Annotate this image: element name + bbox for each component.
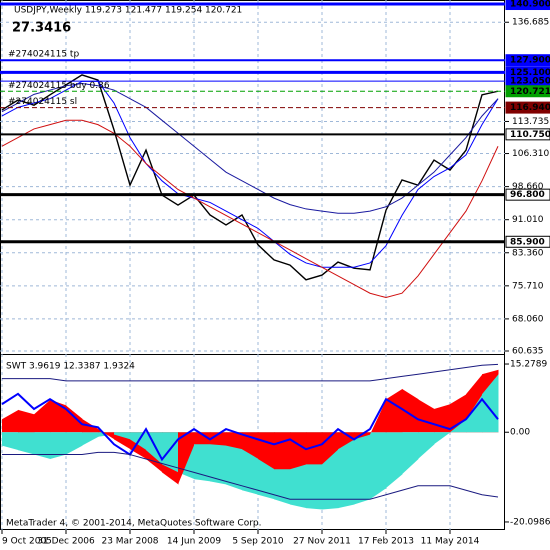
level-label: 96.800 bbox=[510, 190, 545, 200]
area-segment bbox=[450, 419, 467, 433]
y-tick-label: 75.710 bbox=[512, 281, 544, 291]
x-tick-label: 5 Sep 2010 bbox=[232, 537, 284, 547]
y-tick-label: 91.010 bbox=[512, 215, 544, 225]
area-segment bbox=[370, 399, 387, 435]
series-line bbox=[1, 119, 499, 299]
area-segment bbox=[194, 432, 211, 482]
copyright: MetaTrader 4, © 2001-2014, MetaQuotes So… bbox=[6, 519, 262, 529]
area-segment bbox=[418, 432, 435, 460]
y-tick-label: 98.660 bbox=[512, 182, 544, 192]
series-line bbox=[1, 83, 499, 214]
y-tick-label: 136.685 bbox=[512, 18, 549, 28]
area-segment bbox=[354, 432, 371, 505]
level-label: 85.900 bbox=[510, 237, 545, 247]
area-segment bbox=[114, 432, 131, 440]
area-segment bbox=[274, 432, 291, 470]
area-segment bbox=[2, 432, 19, 451]
level-box bbox=[505, 188, 550, 201]
y-tick-label: 60.635 bbox=[512, 346, 544, 356]
area-segment bbox=[18, 432, 35, 455]
area-segment bbox=[370, 432, 387, 500]
level-label: 140.900 bbox=[510, 0, 550, 10]
x-tick-label: 31 Dec 2006 bbox=[37, 537, 95, 547]
profit-label: 27.3416 bbox=[12, 21, 71, 36]
area-segment bbox=[34, 399, 51, 433]
level-label: 110.750 bbox=[510, 130, 550, 140]
indicator-line bbox=[2, 451, 499, 500]
level-label: 116.940 bbox=[510, 103, 550, 113]
y-tick-label: -20.0986 bbox=[510, 517, 550, 527]
y-tick-label: 83.360 bbox=[512, 248, 544, 258]
y-tick-label: 68.060 bbox=[512, 314, 544, 324]
area-segment bbox=[226, 432, 243, 450]
x-tick-label: 9 Oct 2005 bbox=[2, 537, 52, 547]
area-segment bbox=[386, 432, 403, 489]
area-segment bbox=[482, 374, 499, 433]
area-segment bbox=[306, 432, 323, 465]
area-segment bbox=[338, 432, 355, 509]
level-box bbox=[505, 85, 550, 98]
level-box bbox=[505, 101, 550, 114]
order-label: #274024115 sl bbox=[8, 97, 77, 107]
area-segment bbox=[386, 388, 403, 433]
level-box bbox=[505, 0, 550, 11]
level-box bbox=[505, 235, 550, 248]
area-segment bbox=[210, 432, 227, 485]
chart-title: USDJPY,Weekly 119.273 121.477 119.254 12… bbox=[14, 6, 242, 16]
area-segment bbox=[434, 432, 451, 445]
level-box bbox=[505, 128, 550, 141]
level-label: 127.900 bbox=[510, 56, 550, 66]
area-segment bbox=[194, 432, 211, 445]
level-label: 120.721 bbox=[510, 87, 550, 97]
area-segment bbox=[402, 388, 419, 433]
y-tick-label: 113.735 bbox=[512, 117, 549, 127]
area-segment bbox=[146, 432, 163, 465]
y-tick-label: 15.2789 bbox=[510, 360, 547, 370]
area-segment bbox=[82, 432, 99, 446]
series-line bbox=[1, 74, 499, 281]
level-label: 125.100 bbox=[510, 68, 550, 78]
indicator-line bbox=[2, 363, 499, 382]
level-label: 123.050 bbox=[510, 77, 550, 87]
x-tick-label: 17 Feb 2013 bbox=[358, 537, 414, 547]
x-tick-label: 23 Mar 2008 bbox=[101, 537, 158, 547]
x-tick-label: 27 Nov 2011 bbox=[293, 537, 351, 547]
level-box bbox=[505, 54, 550, 67]
area-segment bbox=[290, 432, 307, 470]
area-segment bbox=[402, 432, 419, 475]
order-label: #274024115 tp bbox=[8, 50, 79, 60]
indicator-line bbox=[1, 392, 499, 462]
x-tick-label: 14 Jun 2009 bbox=[167, 537, 221, 547]
y-tick-label: 0.00 bbox=[510, 428, 530, 438]
area-segment bbox=[2, 409, 19, 433]
x-tick-label: 11 May 2014 bbox=[421, 537, 480, 547]
area-segment bbox=[34, 432, 51, 460]
area-segment bbox=[162, 432, 179, 473]
area-segment bbox=[18, 409, 35, 433]
area-segment bbox=[66, 432, 83, 455]
indicator-title: SWT 3.9619 12.3387 1.9324 bbox=[6, 362, 135, 372]
area-segment bbox=[178, 432, 195, 485]
y-tick-label: 106.310 bbox=[512, 149, 549, 159]
area-segment bbox=[50, 432, 67, 460]
order-label: #274024115 buy 0.36 bbox=[8, 81, 110, 91]
